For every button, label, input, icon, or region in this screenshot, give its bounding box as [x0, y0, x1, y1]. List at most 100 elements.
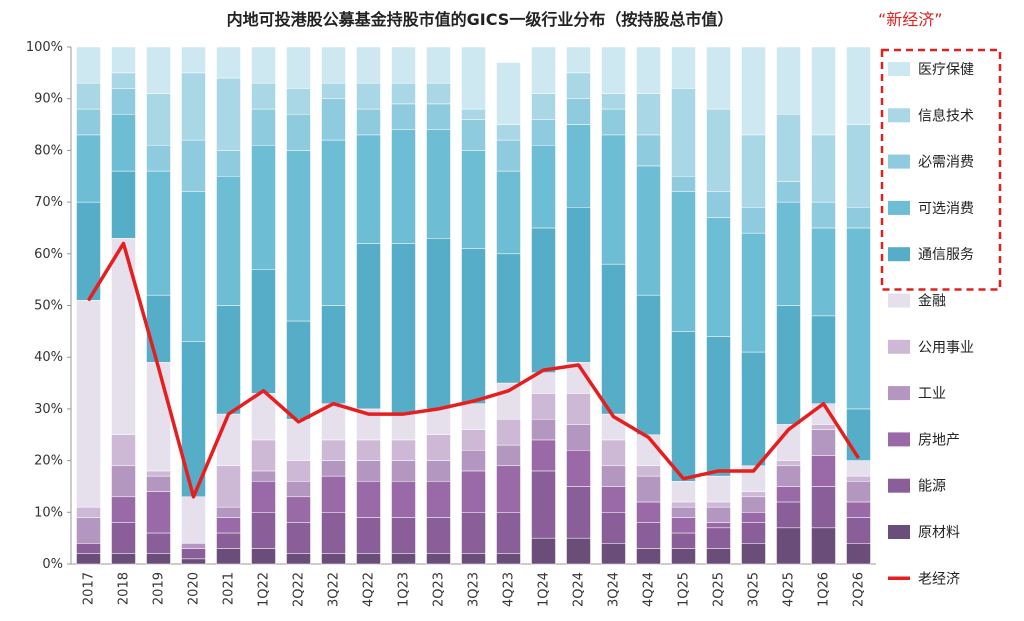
bar-segment: [286, 320, 311, 420]
bar-segment: [636, 93, 661, 136]
bar-segment: [321, 553, 346, 565]
bar-segment: [671, 481, 696, 503]
bar-segment: [216, 532, 241, 549]
legend-label: 金融: [918, 294, 946, 310]
x-tick-label: 4Q24: [642, 572, 657, 607]
bar-segment: [776, 465, 801, 487]
x-tick-label: 2Q23: [432, 572, 447, 607]
bar-segment: [531, 470, 556, 539]
bar-segment: [671, 548, 696, 565]
x-tick-label: 1Q22: [257, 572, 272, 607]
bar-segment: [356, 460, 381, 482]
bar-segment: [76, 46, 101, 84]
bar-segment: [146, 46, 171, 94]
bar-segment: [251, 144, 276, 270]
bar-segment: [671, 46, 696, 89]
bar-segment: [426, 460, 451, 482]
bar-segment: [216, 176, 241, 306]
line-point: [543, 369, 544, 371]
line-point: [788, 429, 789, 431]
bar-segment: [566, 450, 591, 487]
legend-label: 老经济: [918, 571, 960, 587]
legend-swatch: [888, 525, 910, 539]
bar-segment: [181, 558, 206, 565]
bar-segment: [356, 553, 381, 565]
bar-segment: [601, 108, 626, 136]
bar-segment: [426, 408, 451, 435]
bar-segment: [636, 501, 661, 523]
bar-segment: [216, 517, 241, 534]
line-point: [648, 436, 649, 438]
bar-segment: [461, 450, 486, 472]
bar-segment: [741, 46, 766, 136]
bar-segment: [251, 481, 276, 513]
line-point: [368, 413, 369, 415]
bar-segment: [846, 408, 871, 461]
bar-segment: [601, 263, 626, 415]
bar-segment: [356, 46, 381, 84]
y-tick-label: 90%: [34, 92, 63, 107]
legend-swatch: [888, 108, 910, 123]
bar-segment: [531, 418, 556, 441]
bar-segment: [566, 46, 591, 74]
bar-segment: [146, 144, 171, 172]
bar-segment: [356, 243, 381, 410]
line-point: [858, 457, 859, 459]
line-point: [613, 416, 614, 418]
bar-segment: [811, 424, 836, 430]
line-point: [88, 299, 89, 301]
bar-segment: [741, 522, 766, 544]
bar-segment: [391, 517, 416, 554]
bar-segment: [111, 553, 136, 565]
bar-segment: [741, 134, 766, 208]
bar-segment: [531, 93, 556, 120]
bar-segment: [846, 124, 871, 208]
line-point: [123, 242, 124, 244]
bar-segment: [356, 481, 381, 518]
bar-segment: [251, 512, 276, 549]
bar-segment: [846, 475, 871, 482]
bar-segment: [811, 46, 836, 136]
bar-segment: [566, 424, 591, 451]
bar-segment: [531, 227, 556, 373]
bar-segment: [216, 506, 241, 518]
line-point: [753, 470, 754, 472]
bar-segment: [741, 496, 766, 513]
bar-segment: [496, 62, 521, 125]
bar-segment: [76, 82, 101, 110]
bar-segment: [146, 470, 171, 477]
bar-segment: [706, 522, 731, 529]
x-tick-label: 2018: [117, 572, 132, 605]
bar-segment: [321, 305, 346, 404]
x-tick-label: 1Q23: [397, 572, 412, 607]
line-point: [403, 413, 404, 415]
bar-segment: [216, 413, 241, 467]
bar-segment: [811, 315, 836, 404]
bar-segment: [811, 486, 836, 529]
line-point: [333, 403, 334, 405]
bar-segment: [76, 517, 101, 544]
bar-segment: [391, 129, 416, 244]
bar-segment: [461, 248, 486, 404]
line-point: [193, 496, 194, 498]
bar-segment: [111, 46, 136, 74]
bar-segment: [776, 181, 801, 203]
bar-segment: [146, 532, 171, 554]
bar-segment: [811, 429, 836, 456]
legend-label: 能源: [918, 479, 946, 495]
legend-swatch: [888, 478, 910, 493]
bar-segment: [636, 522, 661, 549]
bar-segment: [741, 512, 766, 523]
bar-segment: [181, 191, 206, 342]
legend-label: 可选消费: [918, 201, 974, 217]
bar-segment: [391, 553, 416, 565]
bar-segment: [811, 134, 836, 203]
bar-segment: [706, 527, 731, 549]
bar-segment: [111, 465, 136, 498]
bar-segment: [251, 269, 276, 394]
bar-segment: [636, 134, 661, 167]
bar-segment: [76, 553, 101, 565]
bar-segment: [776, 486, 801, 503]
